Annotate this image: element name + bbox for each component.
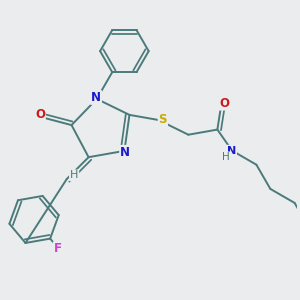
Text: F: F [54,242,61,255]
Text: O: O [219,97,229,110]
Text: O: O [35,107,45,121]
Text: N: N [120,146,130,159]
Text: H: H [222,152,230,162]
Text: S: S [159,113,167,126]
Text: N: N [227,146,236,156]
Text: N: N [91,91,101,104]
Text: H: H [70,170,78,180]
